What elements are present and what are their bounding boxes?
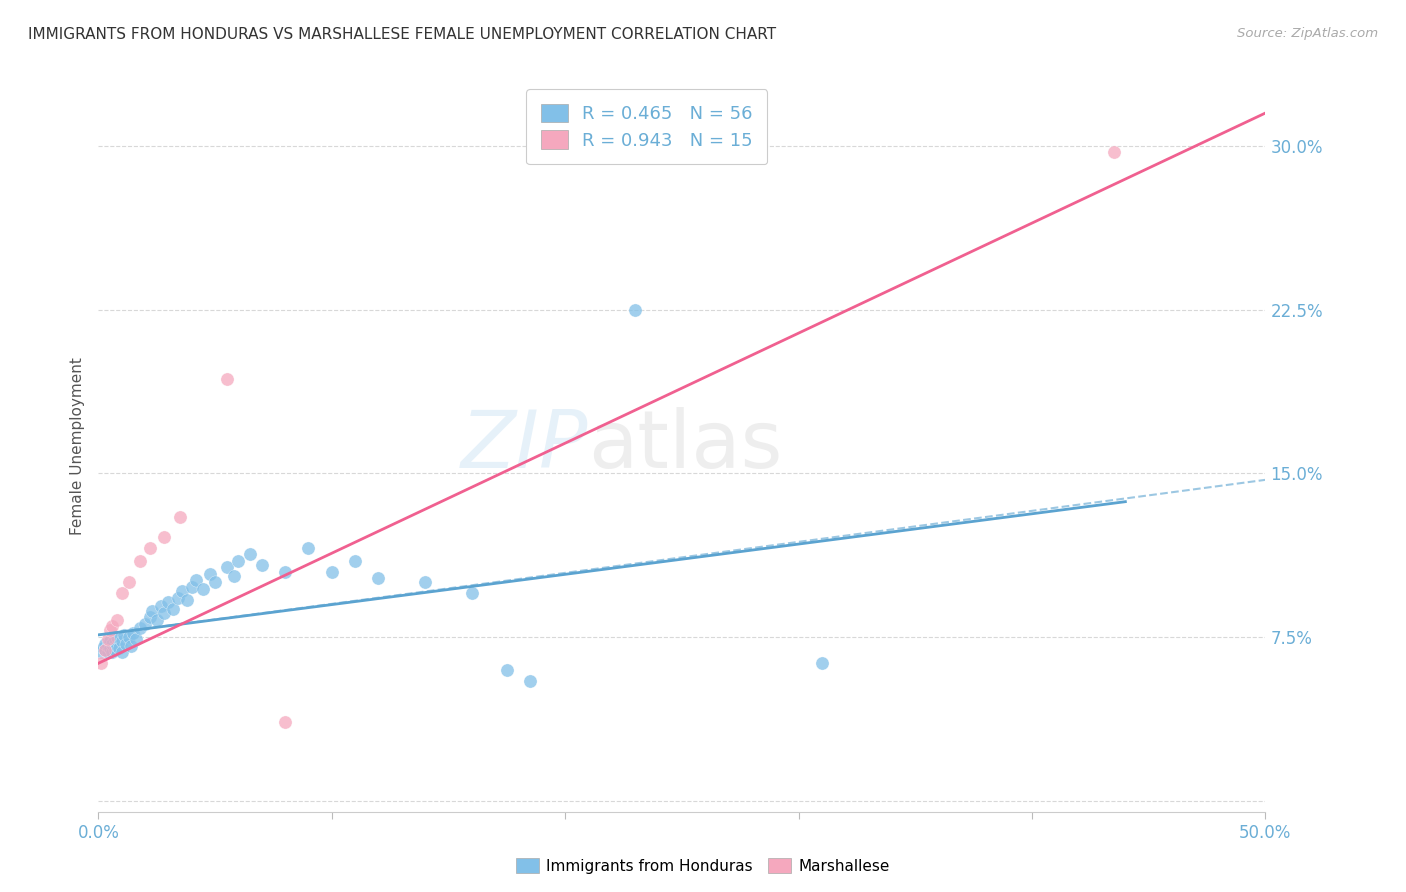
Point [367,571,389,585]
Point [193,582,215,596]
Point [215,372,238,386]
Point [118,630,141,644]
Text: Source: ZipAtlas.com: Source: ZipAtlas.com [1237,27,1378,40]
Text: IMMIGRANTS FROM HONDURAS VS MARSHALLESE FEMALE UNEMPLOYMENT CORRELATION CHART: IMMIGRANTS FROM HONDURAS VS MARSHALLESE … [28,27,776,42]
Point [172,584,194,599]
Text: atlas: atlas [589,407,783,485]
Point [97,645,120,659]
Legend: R = 0.465   N = 56, R = 0.943   N = 15: R = 0.465 N = 56, R = 0.943 N = 15 [526,89,768,164]
Point [215,560,238,574]
Point [239,547,262,561]
Point [105,630,128,644]
Point [461,586,484,600]
Point [94,643,117,657]
Point [222,569,245,583]
Point [146,613,169,627]
Point [139,541,162,555]
Point [152,606,174,620]
Point [166,591,188,605]
Point [112,628,135,642]
Point [1102,145,1125,160]
Point [105,613,128,627]
Point [519,673,541,688]
Point [157,595,180,609]
Point [162,601,184,615]
Point [120,639,142,653]
Point [125,632,148,647]
Point [97,639,120,653]
Point [129,554,152,568]
Point [624,302,647,317]
Point [111,586,134,600]
Y-axis label: Female Unemployment: Female Unemployment [69,357,84,535]
Point [180,580,202,594]
Point [139,610,162,624]
Point [98,624,121,638]
Point [152,530,174,544]
Point [176,593,198,607]
Point [98,640,121,655]
Point [111,645,134,659]
Point [105,639,128,653]
Point [91,640,114,655]
Point [108,640,131,655]
Point [413,575,436,590]
Point [134,616,156,631]
Point [94,643,117,657]
Point [169,510,191,524]
Point [150,599,173,614]
Point [122,625,145,640]
Point [101,637,124,651]
Point [496,663,519,677]
Point [274,715,297,730]
Point [111,634,134,648]
Point [344,554,367,568]
Point [204,575,226,590]
Point [115,637,138,651]
Point [200,566,222,581]
Point [129,621,152,635]
Point [250,558,273,572]
Point [98,634,121,648]
Point [186,574,208,588]
Point [90,645,112,659]
Point [118,575,141,590]
Point [101,645,124,659]
Point [101,619,124,633]
Point [141,604,163,618]
Text: ZIP: ZIP [461,407,589,485]
Point [104,632,127,647]
Point [274,565,297,579]
Legend: Immigrants from Honduras, Marshallese: Immigrants from Honduras, Marshallese [510,852,896,880]
Point [321,565,343,579]
Point [90,657,112,671]
Point [811,657,834,671]
Point [94,637,117,651]
Point [297,541,319,555]
Point [97,632,120,647]
Point [104,643,127,657]
Point [228,554,250,568]
